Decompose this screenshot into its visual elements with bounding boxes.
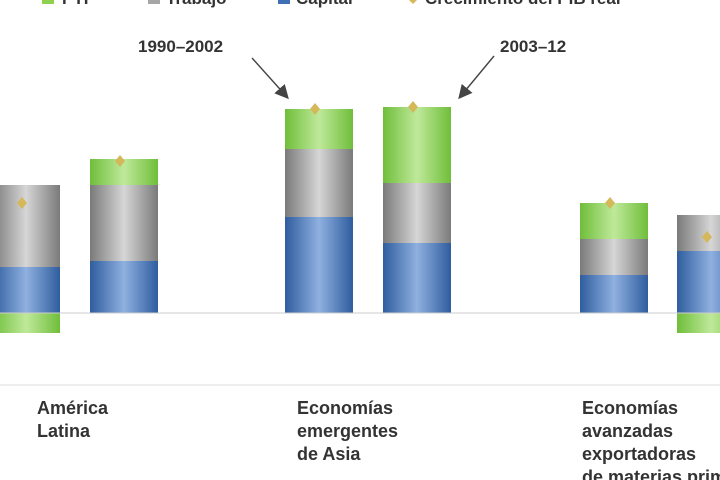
bar-segment-capital (677, 251, 720, 313)
bar-segment-trabajo (90, 185, 158, 261)
legend-item-ptf: PTF (42, 0, 94, 8)
bar-segment-ptf (0, 313, 60, 333)
legend-swatch-trabajo (148, 0, 160, 4)
bar-segment-ptf (90, 159, 158, 185)
legend-item-capital: Capital (278, 0, 353, 8)
gdp-growth-marker (408, 101, 418, 113)
legend-label-capital: Capital (296, 0, 353, 8)
gdp-growth-marker (605, 197, 615, 209)
stacked-bar (580, 203, 648, 313)
bar-segment-ptf (285, 109, 353, 149)
bar-segment-trabajo (677, 215, 720, 251)
stacked-bar (0, 185, 60, 333)
bar-segment-ptf (677, 313, 720, 333)
category-label-line: América (37, 398, 109, 418)
bar-segment-trabajo (580, 239, 648, 275)
legend-diamond-pib (409, 0, 417, 4)
bar-segment-capital (580, 275, 648, 313)
bar-segment-capital (90, 261, 158, 313)
legend-label-ptf: PTF (62, 0, 94, 8)
period-label-2003-12: 2003–12 (500, 37, 566, 56)
category-label-line: de Asia (297, 444, 361, 464)
bar-segment-capital (285, 217, 353, 313)
gdp-growth-marker (17, 197, 27, 209)
period-arrow-1990-2002 (251, 57, 289, 100)
bar-segment-ptf (383, 107, 451, 183)
bar-segment-trabajo (285, 149, 353, 217)
legend-swatch-ptf (42, 0, 54, 4)
legend-item-trabajo: Trabajo (148, 0, 226, 8)
gdp-growth-marker (115, 155, 125, 167)
bar-segment-capital (383, 243, 451, 313)
bar-segment-trabajo (383, 183, 451, 243)
stacked-bar (90, 159, 158, 313)
bars-layer (0, 107, 720, 333)
legend: PTF Trabajo Capital Crecimiento del PIB … (42, 0, 621, 8)
category-label-line: avanzadas (582, 421, 673, 441)
category-label-line: emergentes (297, 421, 398, 441)
period-label-1990-2002: 1990–2002 (138, 37, 223, 56)
category-label-line: Latina (37, 421, 91, 441)
gdp-growth-marker (310, 103, 320, 115)
gdp-growth-marker (702, 231, 712, 243)
legend-label-trabajo: Trabajo (166, 0, 226, 8)
category-label-line: Economías (582, 398, 678, 418)
period-annotations: 1990–2002 2003–12 (138, 37, 566, 100)
bar-segment-capital (0, 267, 60, 313)
period-arrow-2003-12 (458, 55, 495, 100)
bar-segment-ptf (580, 203, 648, 239)
legend-swatch-capital (278, 0, 290, 4)
category-label-line: exportadoras (582, 444, 696, 464)
category-labels: América Latina Economías emergentes de Asia E… (37, 398, 720, 480)
stacked-bar (677, 215, 720, 333)
category-label-line: de materias primas (582, 467, 720, 480)
bar-segment-trabajo (0, 185, 60, 267)
stacked-bar (383, 107, 451, 313)
markers-layer (17, 101, 712, 243)
stacked-bar (285, 109, 353, 313)
category-label-line: Economías (297, 398, 393, 418)
legend-item-pib: Crecimiento del PIB real (409, 0, 621, 8)
legend-label-pib: Crecimiento del PIB real (425, 0, 621, 8)
